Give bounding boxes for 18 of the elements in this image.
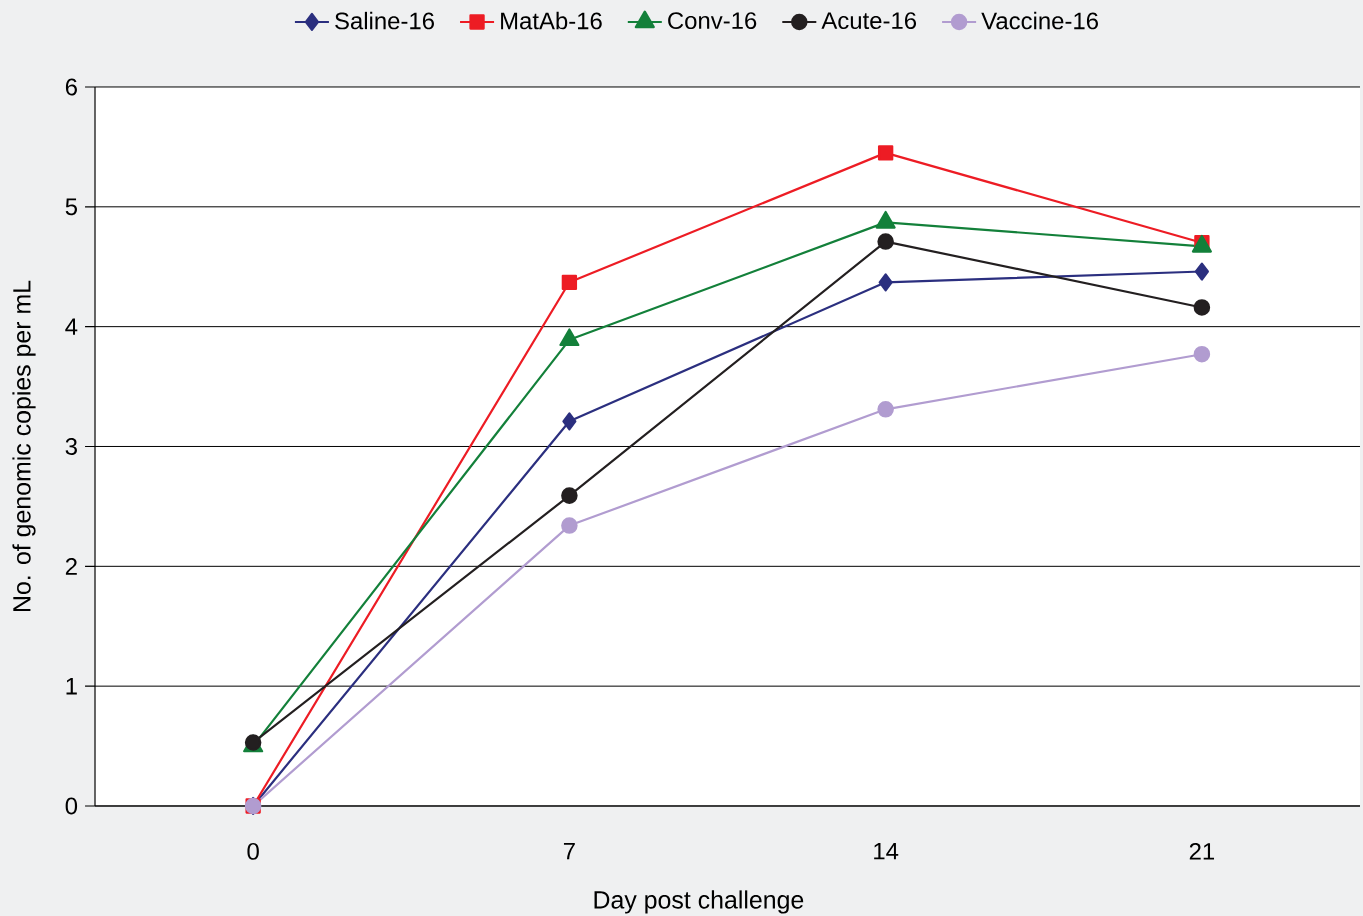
y-tick-label: 1	[66, 677, 77, 695]
y-tick-label: 2	[65, 557, 77, 575]
legend-label: MatAb-16	[501, 11, 602, 30]
legend-label: Saline-16	[335, 11, 434, 30]
x-tick-label: 0	[247, 842, 259, 860]
legend-label: Acute-16	[821, 12, 917, 30]
y-axis-title: No. of genomic copies per mL	[12, 280, 36, 612]
y-tick-label: 6	[65, 78, 77, 96]
legend-label: Vaccine-16	[981, 11, 1098, 30]
x-axis-title: Day post challenge	[594, 890, 804, 914]
y-tick-label: 0	[65, 797, 78, 815]
x-tick-label: 14	[874, 842, 899, 860]
y-tick-label: 5	[65, 198, 77, 216]
x-tick-label: 7	[563, 842, 575, 860]
y-tick-label: 3	[65, 438, 77, 455]
x-tick-label: 21	[1189, 842, 1215, 860]
legend-label: Conv-16	[668, 12, 757, 30]
y-tick-label: 4	[65, 318, 78, 335]
